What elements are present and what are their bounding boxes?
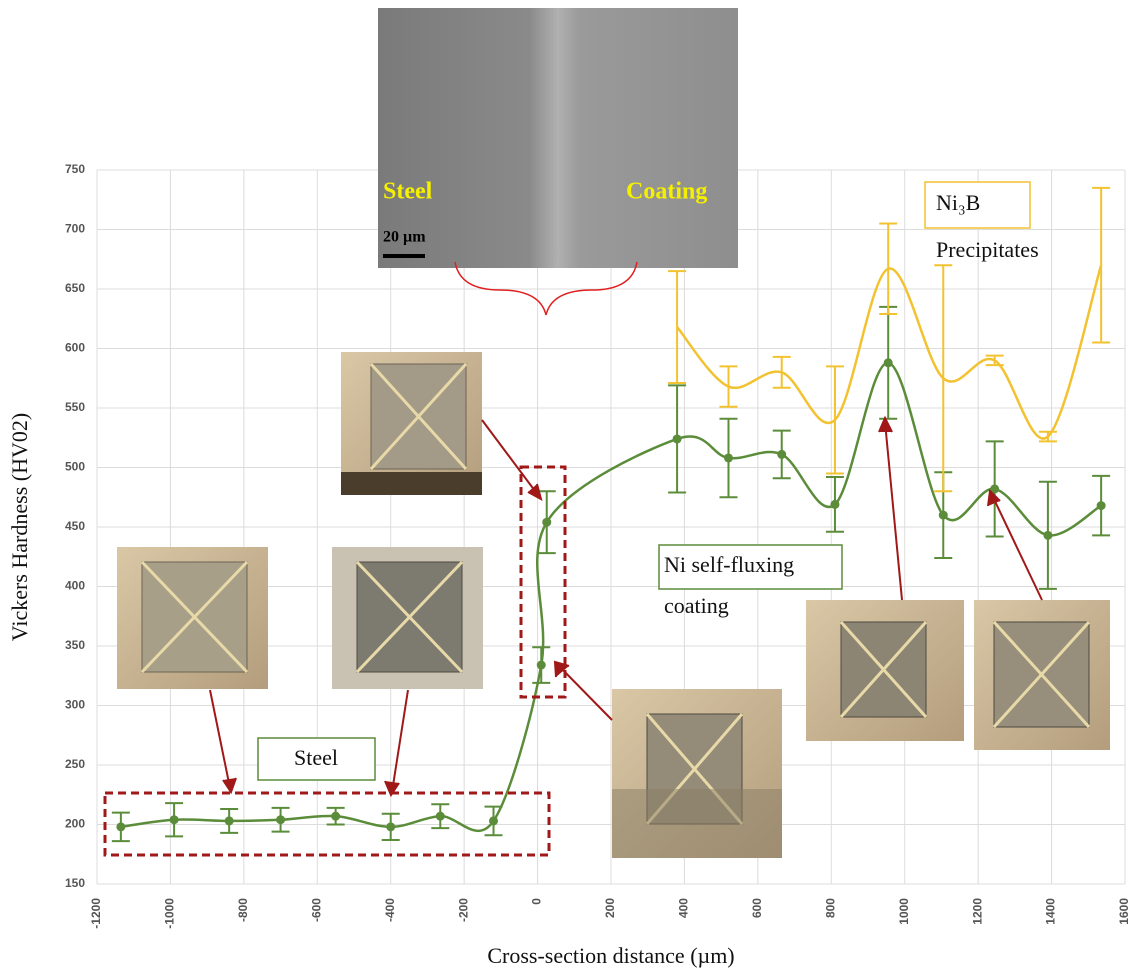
y-tick-label: 150 <box>65 876 85 890</box>
arrow-head <box>223 778 236 792</box>
x-tick-label: 0 <box>530 898 544 905</box>
y-tick-label: 200 <box>65 817 85 831</box>
y-tick-label: 300 <box>65 698 85 712</box>
steel-label: Steel <box>294 745 338 770</box>
point <box>777 450 786 459</box>
point <box>1043 531 1052 540</box>
arrow <box>482 420 538 495</box>
y-tick-label: 650 <box>65 281 85 295</box>
y-tick-label: 450 <box>65 519 85 533</box>
point <box>939 511 948 520</box>
sem-photo <box>378 8 738 268</box>
photo <box>332 547 483 689</box>
x-tick-label: -600 <box>309 898 323 922</box>
arrow <box>992 495 1042 600</box>
point <box>386 822 395 831</box>
x-tick-label: 400 <box>677 898 691 918</box>
point <box>542 518 551 527</box>
coating-label: coating <box>664 593 729 618</box>
x-tick-label: 600 <box>750 898 764 918</box>
x-tick-label: -800 <box>236 898 250 922</box>
arrow <box>885 422 902 600</box>
y-tick-label: 500 <box>65 460 85 474</box>
x-tick-label: -1200 <box>89 898 103 929</box>
point <box>884 358 893 367</box>
coating-label: Ni self-fluxing <box>664 552 794 577</box>
photo <box>341 352 482 495</box>
arrow <box>210 690 230 788</box>
y-tick-label: 600 <box>65 341 85 355</box>
x-tick-label: -400 <box>383 898 397 922</box>
point <box>1097 501 1106 510</box>
x-tick-label: 1000 <box>897 898 911 925</box>
y-tick-label: 350 <box>65 638 85 652</box>
sem-steel-label: Steel <box>383 179 433 205</box>
y-tick-label: 700 <box>65 222 85 236</box>
y-tick-label: 550 <box>65 400 85 414</box>
photo <box>806 600 964 741</box>
point <box>673 434 682 443</box>
point <box>724 453 733 462</box>
arrow <box>558 665 612 720</box>
point <box>276 815 285 824</box>
scale-bar-label: 20 µm <box>383 229 426 246</box>
x-tick-label: 1400 <box>1044 898 1058 925</box>
photo <box>974 600 1110 750</box>
arrow-head <box>879 418 892 432</box>
y-tick-label: 250 <box>65 757 85 771</box>
x-axis-title: Cross-section distance (µm) <box>487 943 734 968</box>
x-tick-label: 1200 <box>970 898 984 925</box>
y-tick-label: 400 <box>65 579 85 593</box>
error-bar <box>1092 188 1110 343</box>
point <box>537 661 546 670</box>
arrow-head <box>528 484 541 499</box>
x-tick-label: -1000 <box>163 898 177 929</box>
point <box>116 822 125 831</box>
photo <box>612 689 782 858</box>
point <box>436 812 445 821</box>
point <box>331 812 340 821</box>
chart: 150 200 250 300 350 400 450 500 550 600 650 700 750 -… <box>0 0 1136 975</box>
point <box>830 500 839 509</box>
x-tick-label: 1600 <box>1117 898 1131 925</box>
grid: 150 200 250 300 350 400 450 500 550 600 650 700 750 -… <box>65 162 1131 929</box>
point <box>489 816 498 825</box>
precipitates-label: Ni₃B <box>936 190 980 215</box>
x-tick-label: 800 <box>823 898 837 918</box>
x-tick-label: 200 <box>603 898 617 918</box>
photo <box>117 547 268 689</box>
precipitates-label: Precipitates <box>936 237 1039 262</box>
point <box>170 815 179 824</box>
point <box>225 816 234 825</box>
y-tick-label: 750 <box>65 162 85 176</box>
y-axis-title: Vickers Hardness (HV02) <box>7 413 32 641</box>
x-tick-label: -200 <box>456 898 470 922</box>
sem-coating-label: Coating <box>626 179 707 205</box>
